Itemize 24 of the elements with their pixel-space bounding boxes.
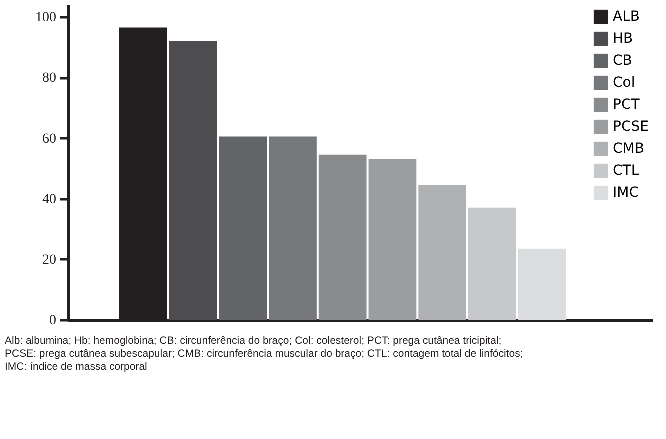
bar: [368, 159, 417, 320]
bar: [518, 248, 566, 320]
text: Alb: albumina; Hb: hemoglobina; CB: circunferência do braço; Col: colesterol; PCT: prega cutânea tricipital; PCSE: prega cutânea subescapular; CMB: circunferência muscular do braço; CTL: contagem total de linfócitos; IMC: índice de massa corporal: [5, 335, 524, 373]
bar: [169, 41, 218, 320]
bar: [468, 208, 516, 320]
bar: [219, 136, 268, 320]
y-tick-label: 0: [50, 314, 56, 328]
bar: [269, 136, 317, 320]
legend-label: HB: [613, 31, 634, 47]
legend-label: Col: [613, 75, 636, 91]
bar: [418, 185, 467, 320]
y-tick-label: 100: [36, 10, 56, 26]
legend-label: IMC: [613, 185, 640, 201]
legend-label: CTL: [613, 163, 640, 179]
legend-label: CMB: [613, 141, 644, 157]
y-tick-label: 80: [42, 71, 56, 86]
legend-label: ALB: [613, 9, 640, 25]
legend-label: PCT: [613, 97, 640, 113]
y-tick-label: 40: [42, 192, 56, 208]
y-tick-label: 20: [42, 252, 56, 268]
bar: [318, 154, 367, 320]
legend-label: CB: [613, 53, 632, 69]
y-tick-label: 60: [42, 132, 56, 147]
legend-label: PCSE: [613, 119, 649, 135]
